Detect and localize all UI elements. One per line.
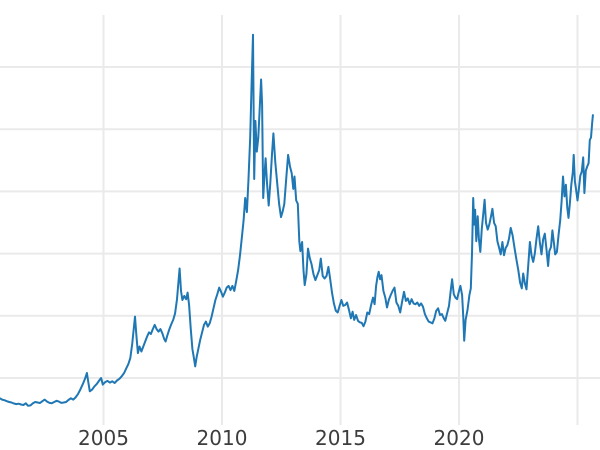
x-tick-label-2010: 2010 xyxy=(197,426,248,450)
price-line-series xyxy=(0,33,594,407)
x-tick-label-2005: 2005 xyxy=(78,426,129,450)
y-gridlines xyxy=(0,66,600,379)
x-tick-label-2020: 2020 xyxy=(434,426,485,450)
x-tick-label-2015: 2015 xyxy=(315,426,366,450)
x-gridlines xyxy=(102,15,579,425)
x-axis-tick-labels: 2005 2010 2015 2020 xyxy=(78,426,484,450)
